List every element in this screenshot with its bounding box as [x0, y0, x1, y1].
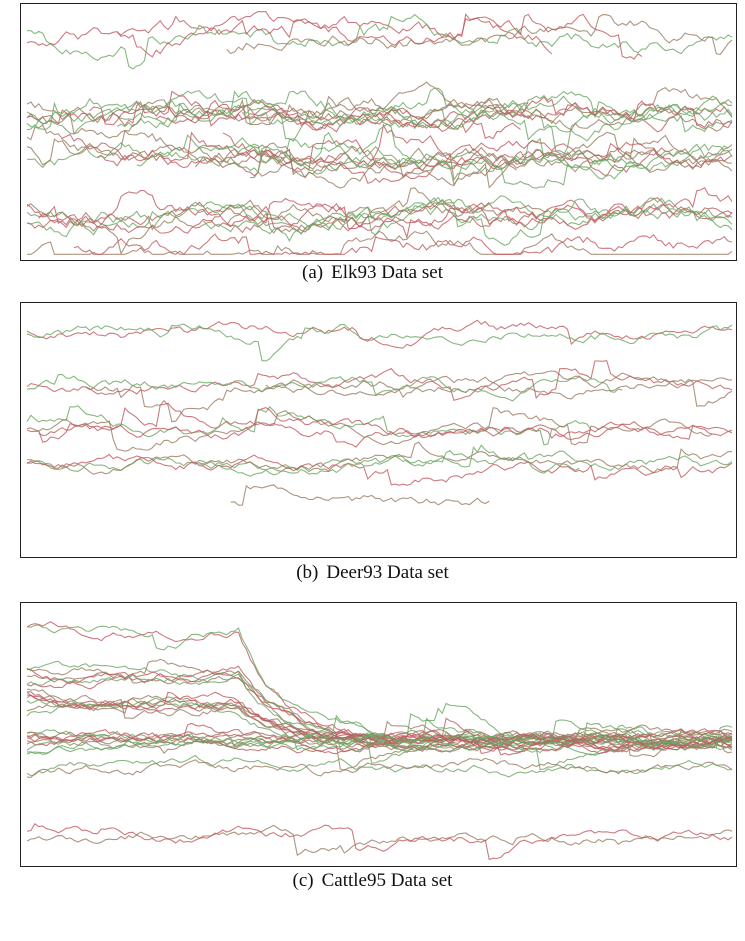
series-line-8	[26, 405, 592, 446]
caption-text: Cattle95 Data set	[321, 870, 453, 891]
series-line-18	[26, 728, 733, 751]
series-line-1	[116, 11, 553, 55]
series-line-10	[26, 406, 733, 443]
series-line-24	[250, 131, 733, 187]
line-chart-cattle95	[26, 621, 733, 861]
caption-label: (a)	[302, 262, 324, 283]
series-line-31	[26, 186, 733, 240]
series-line-5	[26, 373, 623, 402]
series-line-4	[26, 359, 733, 401]
series-line-13	[89, 90, 733, 133]
series-line-12	[26, 81, 733, 139]
series-line-8	[26, 673, 733, 751]
series-line-10	[26, 100, 733, 127]
series-line-22	[62, 131, 733, 184]
series-line-28	[38, 189, 733, 230]
series-line-29	[26, 754, 733, 778]
series-line-12	[26, 441, 733, 475]
series-line-20	[26, 137, 639, 175]
chart-frame-cattle95	[20, 602, 737, 867]
series-line-34	[73, 233, 733, 256]
series-line-15	[230, 484, 490, 506]
series-line-27	[26, 824, 733, 856]
series-line-13	[26, 453, 733, 486]
series-line-29	[26, 195, 733, 238]
chart-frame-deer93	[20, 302, 737, 558]
line-chart-deer93	[26, 319, 733, 506]
series-line-22	[26, 722, 733, 756]
series-line-2	[27, 13, 733, 70]
series-line-30	[26, 199, 548, 255]
series-line-2	[26, 323, 733, 362]
series-line-6	[265, 370, 733, 407]
caption-label: (c)	[292, 870, 314, 891]
caption-label: (b)	[296, 562, 319, 583]
series-line-1	[26, 319, 733, 349]
series-line-14	[199, 444, 580, 477]
series-line-11	[26, 449, 733, 472]
caption-elk93: (a) Elk93 Data set	[0, 262, 745, 284]
series-line-25	[26, 197, 733, 234]
series-line-23	[136, 131, 729, 186]
caption-cattle95: (c) Cattle95 Data set	[0, 870, 745, 892]
series-line-4	[26, 13, 643, 60]
series-line-28	[26, 823, 733, 861]
caption-text: Elk93 Data set	[331, 262, 443, 283]
caption-deer93: (b) Deer93 Data set	[0, 562, 745, 584]
caption-text: Deer93 Data set	[326, 562, 449, 583]
line-chart-elk93	[26, 11, 733, 256]
series-line-26	[26, 735, 733, 771]
series-line-21	[26, 138, 733, 179]
series-line-33	[27, 230, 733, 255]
series-line-32	[202, 196, 733, 246]
series-line-14	[26, 87, 733, 142]
series-line-30	[26, 757, 733, 778]
series-line-27	[226, 187, 490, 234]
chart-frame-elk93	[20, 3, 737, 261]
series-line-26	[26, 197, 733, 236]
series-line-21	[26, 731, 733, 771]
series-line-3	[226, 14, 733, 56]
